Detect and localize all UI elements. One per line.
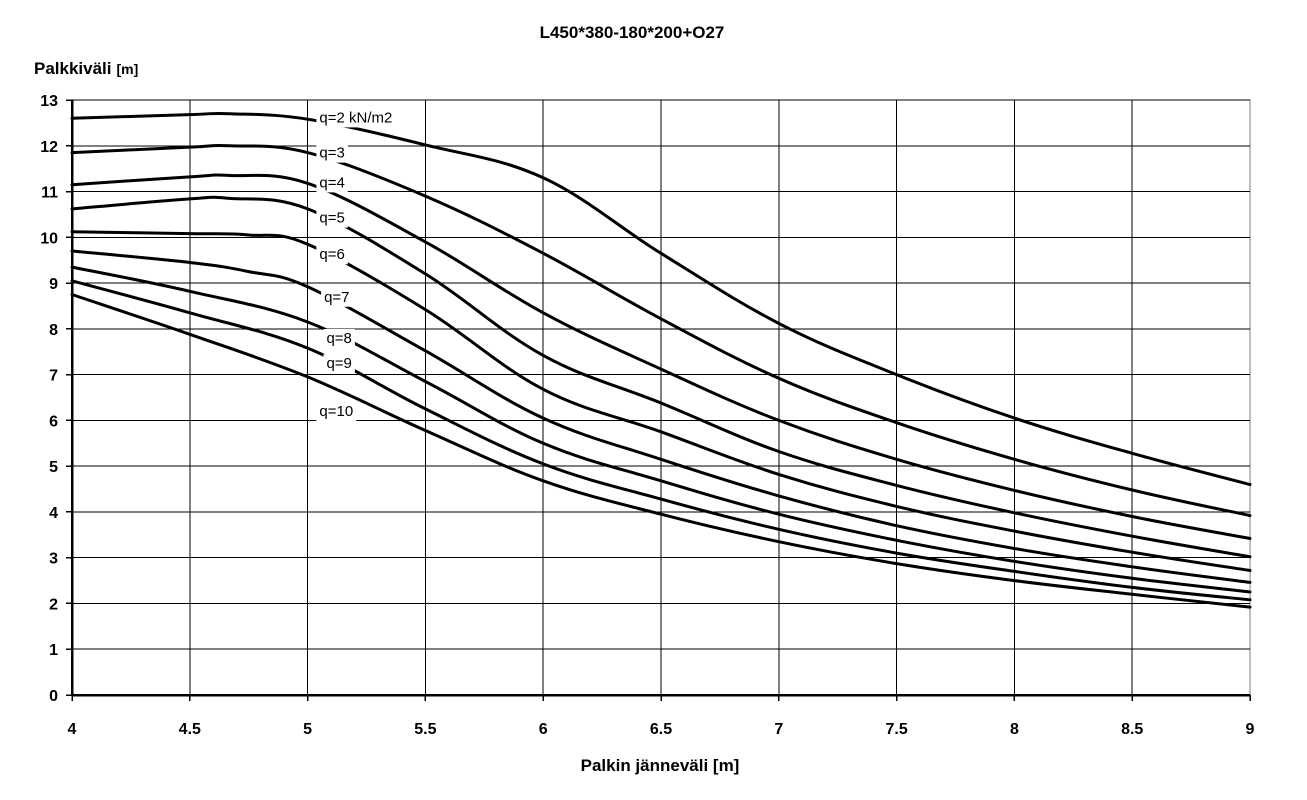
series-line-6 [70, 230, 1252, 572]
series-line-9 [70, 279, 1252, 602]
series-label-group: q=10 [316, 402, 357, 422]
series-label-background [323, 354, 355, 374]
series-line-10 [70, 293, 1252, 609]
x-tick-label: 9 [1246, 721, 1255, 738]
x-tick-label: 7 [774, 721, 783, 738]
y-tick-label: 4 [49, 505, 58, 522]
series-label-group: q=3 [316, 143, 348, 163]
series-line-4 [70, 173, 1252, 540]
x-tick-label: 8 [1010, 721, 1019, 738]
y-tick-label: 10 [40, 230, 58, 247]
series-label: q=9 [326, 355, 351, 372]
y-tick-label: 6 [49, 413, 58, 430]
series-label-background [323, 329, 355, 348]
x-tick-label: 6.5 [650, 721, 672, 738]
y-tick-label: 11 [41, 185, 58, 202]
series-label-group: q=6 [316, 245, 348, 265]
chart-title: L450*380-180*200+O27 [540, 23, 725, 42]
series-label-background [316, 173, 348, 193]
series-label-group: q=4 [316, 173, 348, 193]
series-label-group: q=2 kN/m2 [316, 108, 396, 128]
series-label: q=5 [319, 210, 344, 227]
y-tick-label: 9 [49, 276, 58, 293]
y-tick-label: 13 [40, 93, 58, 110]
x-axis-title: Palkin jänneväli [m] [581, 756, 740, 775]
series-label-background [316, 208, 348, 228]
y-axis-title: Palkkiväli [m] [34, 59, 138, 78]
series-line-8 [70, 265, 1252, 594]
series-labels: q=2 kN/m2 q=3 q=4 q=5 q=6 q=7 q=8 q=9 q=10 [316, 108, 396, 422]
x-axis-ticks: 4 4.5 5 5.5 6 6.5 7 7.5 8 8.5 9 [68, 695, 1255, 738]
series-line-7 [70, 249, 1252, 584]
series-label-background [316, 245, 348, 265]
series-label-background [316, 402, 357, 422]
series-label-group: q=9 [323, 354, 355, 374]
y-tick-label: 12 [40, 139, 58, 156]
series-lines [70, 111, 1252, 609]
x-tick-label: 4.5 [179, 721, 201, 738]
series-label-group: q=5 [316, 208, 348, 228]
series-label-group: q=7 [321, 287, 353, 307]
series-label-background [316, 143, 348, 163]
y-tick-label: 3 [49, 551, 58, 568]
y-tick-label: 2 [49, 596, 58, 613]
series-label: q=6 [319, 246, 344, 263]
series-label: q=3 [319, 145, 344, 162]
series-label: q=10 [319, 403, 353, 420]
x-tick-label: 6 [539, 721, 548, 738]
series-label: q=7 [324, 289, 349, 306]
x-tick-label: 7.5 [885, 721, 907, 738]
gridlines [72, 99, 1250, 695]
y-tick-label: 8 [49, 322, 58, 339]
y-tick-label: 0 [49, 688, 58, 705]
series-label-background [316, 108, 396, 128]
series-label: q=2 kN/m2 [319, 109, 392, 126]
series-line-5 [70, 195, 1252, 559]
x-tick-label: 8.5 [1121, 721, 1143, 738]
x-tick-label: 4 [68, 721, 77, 738]
series-label-background [321, 287, 353, 307]
series-label: q=8 [326, 330, 351, 347]
series-label: q=4 [319, 174, 344, 191]
x-tick-label: 5 [303, 721, 312, 738]
series-label-group: q=8 [323, 329, 355, 348]
y-tick-label: 1 [49, 642, 58, 659]
x-tick-label: 5.5 [414, 721, 436, 738]
y-axis-label: Palkkiväli [34, 59, 112, 78]
y-tick-label: 7 [49, 368, 58, 385]
y-axis-unit: [m] [117, 61, 139, 77]
plot-area: q=2 kN/m2 q=3 q=4 q=5 q=6 q=7 q=8 q=9 q=10 4 4.5 5… [40, 93, 1254, 738]
series-line-3 [70, 143, 1252, 518]
y-tick-label: 5 [49, 459, 58, 476]
series-line-2 [70, 111, 1252, 486]
